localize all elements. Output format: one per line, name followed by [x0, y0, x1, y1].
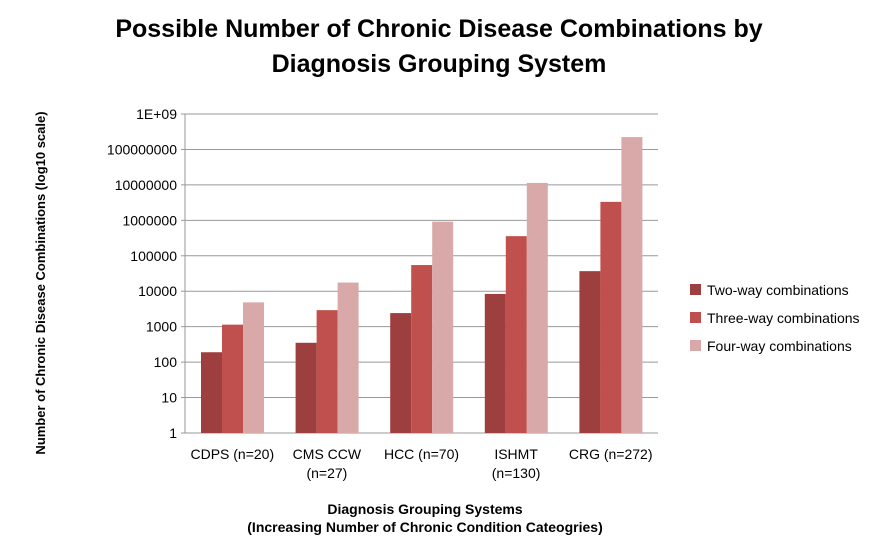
bar-3-3 — [432, 221, 454, 433]
legend-label-2: Three-way combinations — [707, 310, 860, 326]
bar-2-5 — [600, 201, 622, 433]
x-tick-label: CDPS (n=20) — [190, 446, 274, 462]
y-tick-label: 10000000 — [115, 177, 178, 193]
bar-2-3 — [411, 265, 433, 433]
bar-3-4 — [526, 182, 548, 433]
bar-1-4 — [484, 293, 506, 433]
y-tick-label: 1 — [169, 425, 177, 441]
bar-2-4 — [505, 236, 527, 433]
x-tick-label: CMS CCW — [293, 446, 362, 462]
y-tick-label: 10 — [161, 390, 177, 406]
y-tick-label: 100 — [154, 354, 178, 370]
bar-3-1 — [243, 302, 264, 433]
x-tick-label: ISHMT — [494, 446, 538, 462]
x-axis-title: (Increasing Number of Chronic Condition … — [247, 519, 602, 535]
bar-3-2 — [337, 282, 359, 433]
y-tick-label: 100000 — [130, 248, 177, 264]
y-tick-label: 1000000 — [122, 212, 177, 228]
chart-title-line-2: Diagnosis Grouping System — [271, 50, 607, 78]
bar-2-1 — [222, 324, 243, 433]
legend-swatch-2 — [690, 312, 701, 323]
x-tick-label: (n=130) — [492, 465, 541, 481]
bar-1-1 — [201, 352, 222, 433]
y-tick-label: 10000 — [138, 283, 177, 299]
x-tick-label: CRG (n=272) — [569, 446, 653, 462]
legend-swatch-3 — [690, 340, 701, 351]
chart-title-line-1: Possible Number of Chronic Disease Combi… — [115, 15, 763, 43]
chart-title: Possible Number of Chronic Disease Combi… — [0, 12, 878, 82]
bar-1-3 — [390, 313, 412, 433]
x-tick-label: (n=27) — [306, 465, 347, 481]
y-tick-label: 1000 — [146, 319, 177, 335]
legend-label-3: Four-way combinations — [707, 338, 852, 354]
x-tick-label: HCC (n=70) — [384, 446, 459, 462]
y-tick-label: 1E+09 — [136, 106, 177, 122]
bar-3-5 — [621, 137, 643, 433]
bar-1-5 — [579, 271, 601, 433]
y-tick-label: 100000000 — [107, 141, 177, 157]
legend-swatch-1 — [690, 284, 701, 295]
bar-1-2 — [295, 342, 317, 433]
bar-2-2 — [316, 310, 338, 433]
legend-label-1: Two-way combinations — [707, 282, 849, 298]
y-axis-title: Number of Chronic Disease Combinations (… — [33, 111, 48, 454]
x-axis-title: Diagnosis Grouping Systems — [327, 501, 522, 517]
